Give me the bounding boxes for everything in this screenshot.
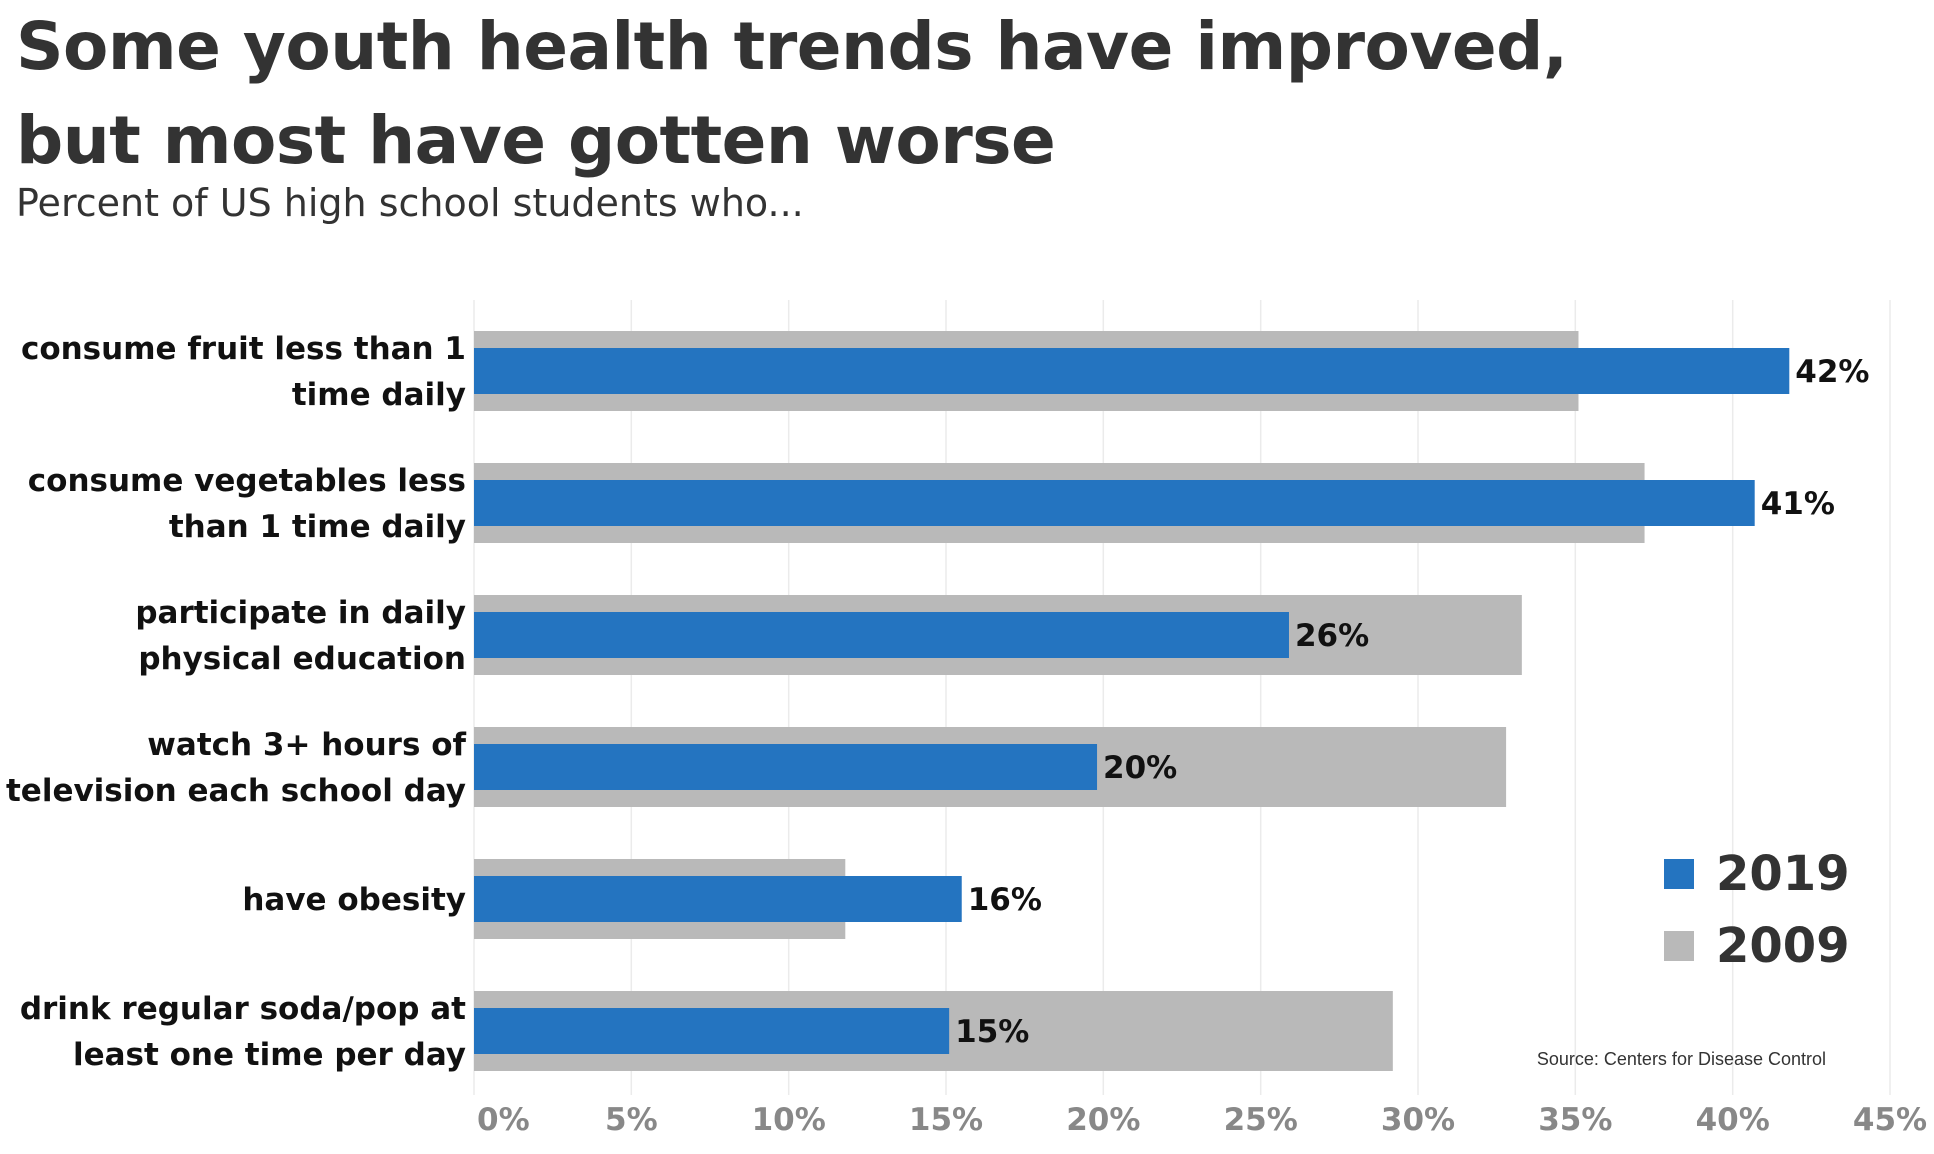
chart-title-line-1: Some youth health trends have improved, bbox=[16, 8, 1568, 85]
category-label: have obesity bbox=[242, 882, 466, 918]
category-label: television each school day bbox=[6, 773, 466, 809]
category-label: drink regular soda/pop at bbox=[20, 991, 466, 1027]
x-tick-label: 25% bbox=[1224, 1102, 1298, 1138]
legend-swatch-2019 bbox=[1664, 859, 1694, 889]
category-label: watch 3+ hours of bbox=[147, 727, 466, 763]
data-label-2019: 16% bbox=[968, 882, 1042, 918]
data-label-2019: 26% bbox=[1295, 618, 1369, 654]
x-tick-label: 0% bbox=[477, 1102, 530, 1138]
bar-2019 bbox=[474, 480, 1755, 526]
legend: 2019 2009 bbox=[1664, 838, 1850, 982]
x-tick-label: 30% bbox=[1381, 1102, 1455, 1138]
bar-2019 bbox=[474, 348, 1790, 394]
category-label: consume vegetables less bbox=[28, 463, 466, 499]
bar-2019 bbox=[474, 744, 1098, 790]
data-label-2019: 41% bbox=[1761, 486, 1835, 522]
chart-subtitle: Percent of US high school students who..… bbox=[16, 181, 804, 225]
chart-title-line-2: but most have gotten worse bbox=[16, 102, 1056, 179]
x-tick-label: 10% bbox=[752, 1102, 826, 1138]
legend-label-2009: 2009 bbox=[1716, 918, 1850, 974]
legend-item-2019: 2019 bbox=[1664, 838, 1850, 910]
bar-2019 bbox=[474, 876, 962, 922]
x-tick-label: 40% bbox=[1696, 1102, 1770, 1138]
category-label: consume fruit less than 1 bbox=[21, 331, 466, 367]
x-tick-label: 35% bbox=[1538, 1102, 1612, 1138]
legend-label-2019: 2019 bbox=[1716, 846, 1850, 902]
x-tick-label: 5% bbox=[605, 1102, 658, 1138]
bar-2019 bbox=[474, 612, 1289, 658]
source-note: Source: Centers for Disease Control bbox=[1536, 1049, 1826, 1069]
x-tick-label: 20% bbox=[1066, 1102, 1140, 1138]
category-label: physical education bbox=[138, 641, 466, 677]
data-label-2019: 15% bbox=[955, 1014, 1029, 1050]
legend-swatch-2009 bbox=[1664, 931, 1694, 961]
data-label-2019: 42% bbox=[1795, 354, 1869, 390]
category-label: time daily bbox=[292, 377, 466, 413]
category-label: participate in daily bbox=[135, 595, 466, 631]
legend-item-2009: 2009 bbox=[1664, 910, 1850, 982]
category-label: least one time per day bbox=[73, 1037, 466, 1073]
x-tick-label: 45% bbox=[1853, 1102, 1927, 1138]
bar-2019 bbox=[474, 1008, 950, 1054]
x-tick-label: 15% bbox=[909, 1102, 983, 1138]
data-label-2019: 20% bbox=[1103, 750, 1177, 786]
chart-title: Some youth health trends have improved, … bbox=[16, 0, 1568, 188]
category-label: than 1 time daily bbox=[169, 509, 466, 545]
